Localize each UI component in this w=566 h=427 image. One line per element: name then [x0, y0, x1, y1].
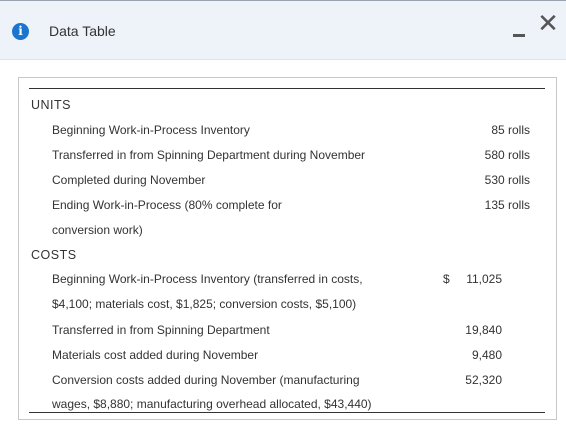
row-label: conversion work) [52, 223, 143, 237]
close-button[interactable]: ✕ [537, 9, 559, 39]
row-label: Transferred in from Spinning Department … [52, 148, 366, 162]
row-label: Beginning Work-in-Process Inventory (tra… [52, 272, 363, 286]
currency-symbol: $ [443, 272, 450, 286]
costs-section-header: COSTS [31, 248, 77, 262]
units-section-header: UNITS [31, 98, 71, 112]
row-value: 530 rolls [484, 173, 530, 187]
row-label: Transferred in from Spinning Department [52, 323, 270, 337]
row-label: Conversion costs added during November (… [52, 373, 360, 387]
row-value: 11,025 [466, 272, 502, 286]
row-value: 52,320 [465, 373, 502, 387]
row-value: 85 rolls [491, 123, 530, 137]
row-value: 580 rolls [484, 148, 530, 162]
table-top-rule [29, 88, 545, 89]
minimize-button[interactable] [510, 23, 528, 41]
table-bottom-rule [29, 412, 545, 413]
minimize-icon [513, 34, 525, 37]
row-label: $4,100; materials cost, $1,825; conversi… [52, 297, 357, 311]
row-label: Materials cost added during November [52, 348, 259, 362]
row-label: Completed during November [52, 173, 206, 187]
row-value: 9,480 [471, 348, 502, 362]
row-label: wages, $8,880; manufacturing overhead al… [52, 397, 372, 411]
info-icon: i [12, 23, 29, 40]
data-table: UNITS Beginning Work-in-Process Inventor… [18, 77, 557, 420]
row-value: 19,840 [465, 323, 502, 337]
title-bar: i Data Table ✕ [0, 0, 566, 60]
row-value: 135 rolls [484, 198, 530, 212]
row-label: Beginning Work-in-Process Inventory [52, 123, 250, 137]
row-label: Ending Work-in-Process (80% complete for [52, 198, 282, 212]
dialog-title: Data Table [49, 23, 116, 39]
